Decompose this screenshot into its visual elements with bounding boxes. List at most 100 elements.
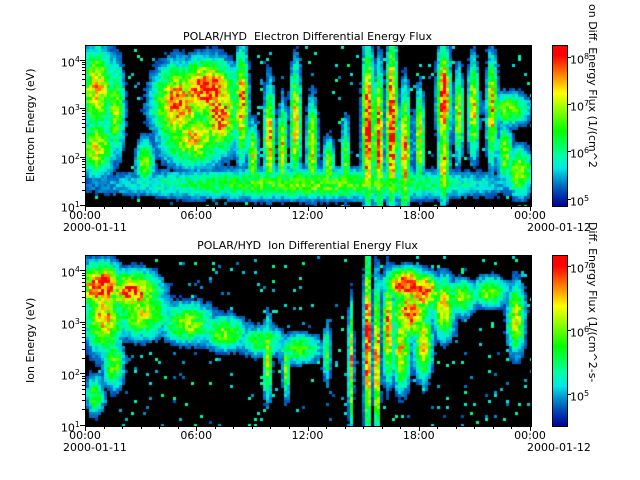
colorbar-tick-mark [567,151,571,153]
colorbar-tick-label: 105 [570,388,590,404]
y-tick-mark [80,156,85,158]
ion-y-axis-label: Ion Energy (eV) [24,297,37,383]
x-tick-mark [307,426,309,431]
y-minor-tick-mark [82,381,85,383]
x-tick-mark [530,426,531,431]
y-minor-tick-mark [82,306,85,308]
x-tick-mark [418,206,420,211]
colorbar-tick-mark [567,266,571,268]
electron-spectrogram-canvas [86,46,531,206]
x-minor-tick-mark [288,426,290,429]
colorbar-tick-label: 106 [570,146,590,162]
y-tick-label: 102 [60,151,80,167]
y-minor-tick-mark [82,281,85,283]
x-tick-mark [196,206,198,211]
x-tick-label: 18:00 [402,209,435,222]
x-minor-tick-mark [437,206,439,209]
x-minor-tick-mark [492,426,494,429]
x-minor-tick-mark [511,206,513,209]
y-minor-tick-mark [82,384,85,386]
electron-y-axis-label: Electron Energy (eV) [24,68,37,182]
y-minor-tick-mark [82,388,85,390]
y-minor-tick-mark [82,375,85,377]
x-minor-tick-mark [103,426,105,429]
y-minor-tick-mark [82,190,85,192]
y-minor-tick-mark [82,333,85,335]
y-minor-tick-mark [82,84,85,86]
x-tick-label: 12:00 [291,429,324,442]
x-minor-tick-mark [214,426,216,429]
electron-start-date-label: 2000-01-11 [63,221,127,234]
y-minor-tick-mark [82,112,85,114]
y-minor-tick-mark [82,110,85,112]
y-minor-tick-mark [82,175,85,177]
x-minor-tick-mark [492,206,494,209]
colorbar-tick-mark [567,57,571,58]
x-minor-tick-mark [326,426,328,429]
y-tick-label: 104 [60,265,80,281]
y-minor-tick-mark [82,181,85,183]
ion-end-date-label: 2000-01-12 [527,441,591,454]
y-minor-tick-mark [82,326,85,328]
x-minor-tick-mark [233,206,235,209]
y-tick-mark [80,373,85,375]
y-minor-tick-mark [82,93,85,95]
x-tick-label: 00:00 [514,429,546,442]
y-minor-tick-mark [82,141,85,143]
y-minor-tick-mark [82,127,85,129]
x-minor-tick-mark [177,426,179,429]
y-minor-tick-mark [82,133,85,135]
x-minor-tick-mark [177,206,179,209]
x-minor-tick-mark [344,206,346,209]
x-tick-label: 18:00 [402,429,435,442]
y-minor-tick-mark [82,167,85,169]
y-minor-tick-mark [82,278,85,280]
y-tick-label: 103 [60,316,80,332]
y-minor-tick-mark [82,329,85,331]
x-minor-tick-mark [214,206,216,209]
ion-colorbar-label: Diff. Energy Flux (1/(cm^2-s- [586,222,599,383]
ion-colorbar-canvas [553,256,567,426]
y-minor-tick-mark [82,342,85,344]
x-minor-tick-mark [400,426,402,429]
y-minor-tick-mark [82,337,85,339]
y-minor-tick-mark [82,409,85,411]
colorbar-tick-label: 107 [570,261,590,276]
x-tick-mark [530,206,531,211]
x-minor-tick-mark [381,206,383,209]
y-tick-mark [80,321,85,323]
y-tick-label: 103 [60,103,80,118]
electron-colorbar-canvas [553,46,567,206]
x-tick-label: 06:00 [180,429,213,442]
y-minor-tick-mark [82,171,85,173]
y-tick-label: 101 [60,420,80,435]
x-minor-tick-mark [474,206,476,209]
x-minor-tick-mark [381,426,383,429]
y-minor-tick-mark [82,161,85,163]
x-tick-label: 12:00 [291,209,324,222]
colorbar-tick-mark [567,393,571,395]
y-minor-tick-mark [82,290,85,292]
x-minor-tick-mark [159,426,161,429]
y-minor-tick-mark [82,118,85,120]
y-minor-tick-mark [82,297,85,299]
y-minor-tick-mark [82,164,85,166]
x-minor-tick-mark [437,426,439,429]
y-tick-label: 102 [60,368,80,384]
electron-panel-title: POLAR/HYD Electron Differential Energy F… [182,30,433,43]
y-tick-label: 101 [60,200,80,215]
electron-spectrogram [85,45,532,207]
x-minor-tick-mark [363,426,365,429]
electron-colorbar [552,45,568,207]
x-tick-mark [418,426,420,431]
x-tick-label: 06:00 [180,209,213,222]
x-minor-tick-mark [344,426,346,429]
colorbar-tick-mark [567,329,571,331]
y-minor-tick-mark [82,285,85,287]
y-minor-tick-mark [82,378,85,380]
ion-panel-title: POLAR/HYD Ion Differential Energy Flux [197,239,418,252]
y-minor-tick-mark [82,393,85,395]
x-minor-tick-mark [511,426,513,429]
y-tick-mark [80,205,85,206]
